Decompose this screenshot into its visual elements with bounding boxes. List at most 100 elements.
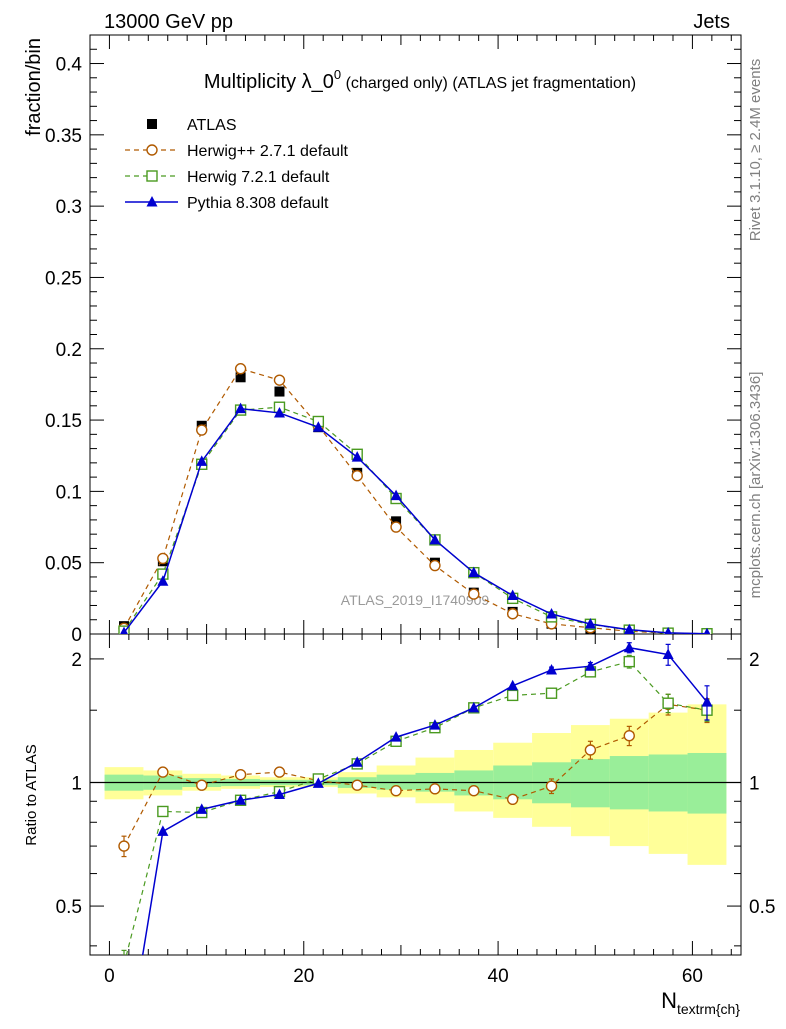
main-y-tick-label: 0.1 bbox=[56, 482, 82, 503]
ratio-data-point bbox=[429, 783, 441, 795]
legend-label: Pythia 8.308 default bbox=[187, 195, 329, 212]
main-series-3 bbox=[120, 402, 711, 634]
ratio-data-point bbox=[234, 768, 247, 781]
ratio-data-point bbox=[390, 731, 402, 742]
x-axis-label-subscript: textrm{ch} bbox=[677, 1001, 740, 1017]
ratio-data-point bbox=[506, 793, 519, 806]
main-axes: 0 0.05 0.1 0.15 0.2 0.25 0.3 0.35 0.4 bbox=[45, 34, 742, 646]
main-data-point bbox=[235, 402, 247, 414]
ratio-y-tick-label-right: 1 bbox=[749, 773, 760, 794]
main-data-point bbox=[664, 626, 672, 634]
main-data-point bbox=[157, 552, 169, 565]
main-title: Multiplicity λ_00 (charged only) (ATLAS … bbox=[204, 67, 636, 93]
title-main-part: Multiplicity λ_0 bbox=[204, 71, 334, 93]
ratio-data-point bbox=[351, 756, 363, 767]
ratio-data-point bbox=[312, 777, 324, 788]
main-data-point bbox=[429, 533, 441, 545]
main-y-tick-label: 0.4 bbox=[56, 55, 83, 76]
main-data-point bbox=[274, 386, 285, 397]
ratio-data-point bbox=[545, 687, 558, 699]
main-data-point bbox=[273, 374, 286, 386]
ratio-data-point bbox=[390, 785, 402, 797]
main-data-point bbox=[234, 363, 247, 375]
ratio-series-line bbox=[125, 660, 708, 955]
main-y-tick-label: 0.2 bbox=[56, 340, 82, 361]
ratio-axes: 0.5 0.51 12 20 20 40 60 bbox=[56, 633, 775, 987]
x-axis-label-main: N bbox=[661, 988, 677, 1013]
main-y-tick-label: 0.35 bbox=[45, 126, 82, 147]
header-jets-label: Jets bbox=[693, 11, 730, 33]
ratio-data-point bbox=[196, 779, 208, 791]
main-data-point bbox=[623, 623, 635, 634]
ratio-data-point bbox=[273, 766, 286, 778]
ratio-data-point bbox=[351, 779, 363, 791]
main-y-tick-label: 0.05 bbox=[45, 554, 82, 575]
main-y-tick-label: 0.15 bbox=[45, 411, 82, 432]
main-y-axis-label: fraction/bin bbox=[23, 38, 45, 136]
ratio-series-line bbox=[123, 703, 708, 847]
main-y-tick-label: 0.3 bbox=[56, 197, 82, 218]
main-data-point bbox=[546, 608, 558, 619]
ratio-data-point bbox=[468, 701, 480, 713]
x-tick-label: 0 bbox=[104, 966, 115, 987]
main-data-point bbox=[429, 559, 441, 572]
ratio-data-point bbox=[118, 840, 130, 852]
ratio-y-axis-label: Ratio to ATLAS bbox=[23, 744, 40, 845]
main-data-point bbox=[273, 406, 285, 418]
ratio-data-point bbox=[157, 825, 169, 836]
main-data-point bbox=[468, 566, 480, 578]
main-data-point bbox=[351, 469, 363, 482]
ratio-series-layer bbox=[118, 641, 713, 955]
ratio-data-point bbox=[662, 697, 674, 709]
legend: ATLAS Herwig++ 2.7.1 default Herwig 7.2.1 … bbox=[125, 117, 349, 212]
main-data-point bbox=[507, 589, 519, 600]
ratio-data-point bbox=[273, 788, 285, 799]
header-energy-label: 13000 GeV pp bbox=[104, 11, 233, 33]
ratio-data-point bbox=[506, 689, 519, 702]
legend-label: Herwig++ 2.7.1 default bbox=[187, 143, 349, 160]
ratio-data-point bbox=[196, 803, 208, 814]
ratio-data-point bbox=[623, 641, 635, 653]
legend-marker bbox=[146, 144, 158, 156]
legend-marker bbox=[147, 119, 157, 129]
ratio-data-point bbox=[584, 660, 596, 671]
ratio-data-point bbox=[623, 730, 635, 742]
x-tick-label: 40 bbox=[488, 966, 509, 987]
title-suffix: (charged only) (ATLAS jet fragmentation) bbox=[341, 75, 636, 92]
legend-label: ATLAS bbox=[187, 117, 237, 134]
ratio-data-point bbox=[235, 794, 247, 805]
x-axis-label: Ntextrm{ch} bbox=[661, 988, 740, 1017]
x-tick-label: 60 bbox=[682, 966, 703, 987]
ratio-y-tick-label-right: 0.5 bbox=[749, 897, 775, 918]
legend-label: Herwig 7.2.1 default bbox=[187, 169, 330, 186]
main-series-line bbox=[123, 368, 708, 634]
main-data-point bbox=[196, 455, 208, 466]
band-inner-bin bbox=[570, 759, 610, 808]
ratio-y-tick-label-left: 0.5 bbox=[56, 897, 82, 918]
mcplots-side-label: mcplots.cern.ch [arXiv:1306.3436] bbox=[747, 372, 764, 599]
main-data-point bbox=[235, 372, 246, 383]
analysis-watermark: ATLAS_2019_I1740909 bbox=[341, 592, 490, 608]
main-data-point bbox=[468, 588, 480, 600]
main-y-tick-label: 0.25 bbox=[45, 268, 82, 289]
ratio-data-point bbox=[662, 648, 674, 660]
x-tick-label: 20 bbox=[293, 966, 314, 987]
main-data-point bbox=[157, 575, 169, 586]
main-data-point bbox=[506, 608, 519, 620]
ratio-data-point bbox=[507, 679, 519, 691]
ratio-data-point bbox=[546, 663, 558, 675]
legend-marker bbox=[146, 170, 158, 182]
main-data-point bbox=[196, 424, 208, 436]
main-series-layer bbox=[118, 363, 713, 634]
main-data-point bbox=[584, 618, 596, 629]
ratio-data-point bbox=[429, 719, 441, 730]
main-data-point bbox=[120, 626, 128, 634]
main-data-point bbox=[390, 489, 402, 501]
ratio-data-point bbox=[545, 780, 558, 792]
ratio-series-line bbox=[141, 646, 708, 955]
ratio-y-tick-label-right: 2 bbox=[749, 650, 760, 671]
main-data-point bbox=[391, 516, 402, 527]
ratio-data-point bbox=[701, 696, 713, 707]
main-series-line bbox=[123, 406, 708, 634]
